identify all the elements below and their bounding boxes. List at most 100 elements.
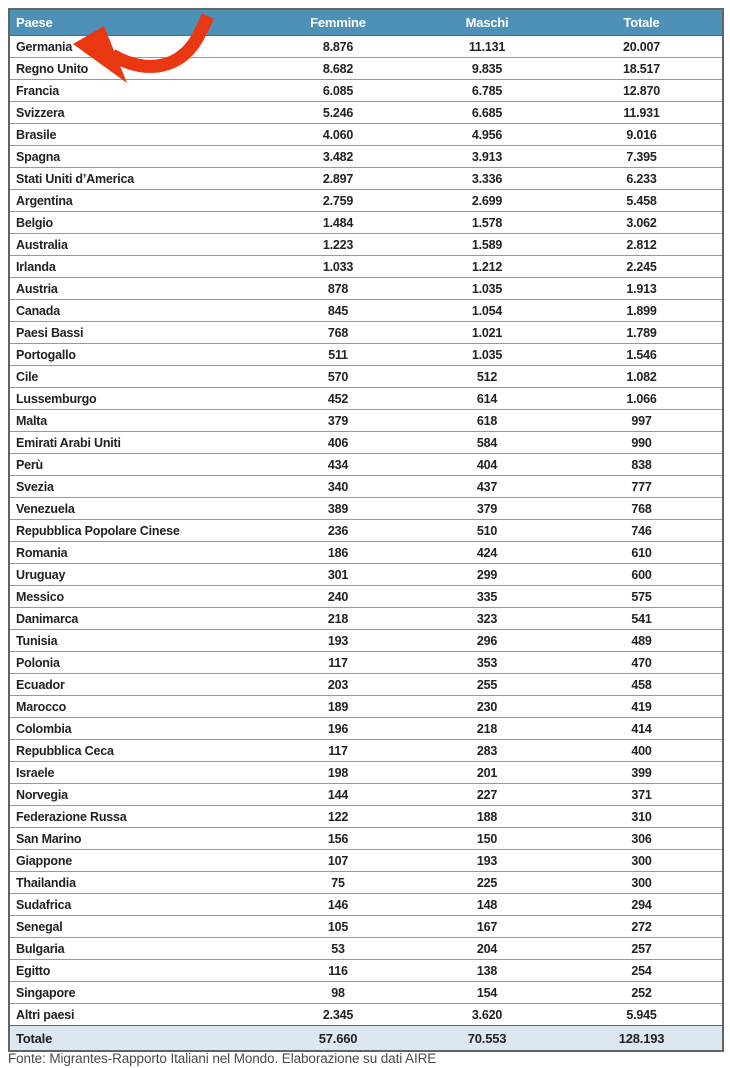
country-cell: Repubblica Popolare Cinese (9, 519, 263, 542)
maschi-cell: 150 (413, 827, 561, 850)
country-cell: Portogallo (9, 343, 263, 366)
totale-cell: 575 (561, 585, 723, 608)
maschi-cell: 230 (413, 695, 561, 718)
maschi-cell: 6.785 (413, 79, 561, 102)
maschi-cell: 188 (413, 805, 561, 828)
femmine-cell: 8.682 (263, 57, 413, 80)
femmine-cell: 198 (263, 761, 413, 784)
table-row: Bulgaria 53 204 257 (9, 937, 723, 960)
table-row: Egitto 116 138 254 (9, 959, 723, 982)
femmine-cell: 105 (263, 915, 413, 938)
totale-cell: 1.789 (561, 321, 723, 344)
maschi-cell: 1.589 (413, 233, 561, 256)
table-row: Regno Unito 8.682 9.835 18.517 (9, 57, 723, 80)
totale-cell: 1.913 (561, 277, 723, 300)
table-body: Germania 8.876 11.131 20.007 Regno Unito… (9, 35, 723, 1026)
maschi-cell: 1.035 (413, 343, 561, 366)
totale-cell: 489 (561, 629, 723, 652)
total-label-cell: Totale (9, 1025, 263, 1051)
country-cell: Svezia (9, 475, 263, 498)
country-cell: Stati Uniti d’America (9, 167, 263, 190)
total-femmine-cell: 57.660 (263, 1025, 413, 1051)
column-header-femmine: Femmine (263, 9, 413, 36)
totale-cell: 541 (561, 607, 723, 630)
femmine-cell: 4.060 (263, 123, 413, 146)
table-row: Austria 878 1.035 1.913 (9, 277, 723, 300)
maschi-cell: 225 (413, 871, 561, 894)
totale-cell: 1.546 (561, 343, 723, 366)
maschi-cell: 9.835 (413, 57, 561, 80)
table-row: Australia 1.223 1.589 2.812 (9, 233, 723, 256)
totale-cell: 300 (561, 871, 723, 894)
maschi-cell: 1.021 (413, 321, 561, 344)
maschi-cell: 255 (413, 673, 561, 696)
maschi-cell: 2.699 (413, 189, 561, 212)
totale-cell: 1.082 (561, 365, 723, 388)
femmine-cell: 193 (263, 629, 413, 652)
total-maschi-cell: 70.553 (413, 1025, 561, 1051)
country-cell: Germania (9, 35, 263, 58)
totale-cell: 272 (561, 915, 723, 938)
country-cell: Thailandia (9, 871, 263, 894)
country-cell: Uruguay (9, 563, 263, 586)
table-row: Svezia 340 437 777 (9, 475, 723, 498)
column-header-maschi: Maschi (413, 9, 561, 36)
femmine-cell: 2.759 (263, 189, 413, 212)
femmine-cell: 1.223 (263, 233, 413, 256)
table-row: Canada 845 1.054 1.899 (9, 299, 723, 322)
femmine-cell: 434 (263, 453, 413, 476)
femmine-cell: 3.482 (263, 145, 413, 168)
femmine-cell: 203 (263, 673, 413, 696)
country-cell: Lussemburgo (9, 387, 263, 410)
maschi-cell: 510 (413, 519, 561, 542)
emigration-table: Paese Femmine Maschi Totale Germania 8.8… (8, 8, 724, 1052)
country-cell: Romania (9, 541, 263, 564)
table-row: Marocco 189 230 419 (9, 695, 723, 718)
femmine-cell: 117 (263, 739, 413, 762)
table-row: Francia 6.085 6.785 12.870 (9, 79, 723, 102)
femmine-cell: 406 (263, 431, 413, 454)
table-row: Colombia 196 218 414 (9, 717, 723, 740)
femmine-cell: 116 (263, 959, 413, 982)
femmine-cell: 878 (263, 277, 413, 300)
table-row: Brasile 4.060 4.956 9.016 (9, 123, 723, 146)
column-header-paese: Paese (9, 9, 263, 36)
totale-cell: 997 (561, 409, 723, 432)
table-row: Svizzera 5.246 6.685 11.931 (9, 101, 723, 124)
totale-cell: 5.458 (561, 189, 723, 212)
femmine-cell: 452 (263, 387, 413, 410)
country-cell: Brasile (9, 123, 263, 146)
maschi-cell: 296 (413, 629, 561, 652)
country-cell: Irlanda (9, 255, 263, 278)
table-row: San Marino 156 150 306 (9, 827, 723, 850)
totale-cell: 294 (561, 893, 723, 916)
country-cell: Venezuela (9, 497, 263, 520)
totale-cell: 3.062 (561, 211, 723, 234)
table-row: Israele 198 201 399 (9, 761, 723, 784)
femmine-cell: 98 (263, 981, 413, 1004)
femmine-cell: 389 (263, 497, 413, 520)
femmine-cell: 218 (263, 607, 413, 630)
table-row: Paesi Bassi 768 1.021 1.789 (9, 321, 723, 344)
table-row: Repubblica Popolare Cinese 236 510 746 (9, 519, 723, 542)
maschi-cell: 353 (413, 651, 561, 674)
country-cell: Austria (9, 277, 263, 300)
country-cell: Australia (9, 233, 263, 256)
table-header-row: Paese Femmine Maschi Totale (9, 9, 723, 36)
total-totale-cell: 128.193 (561, 1025, 723, 1051)
totale-cell: 458 (561, 673, 723, 696)
totale-cell: 600 (561, 563, 723, 586)
table-row: Cile 570 512 1.082 (9, 365, 723, 388)
table-row: Emirati Arabi Uniti 406 584 990 (9, 431, 723, 454)
country-cell: Malta (9, 409, 263, 432)
femmine-cell: 8.876 (263, 35, 413, 58)
femmine-cell: 117 (263, 651, 413, 674)
totale-cell: 5.945 (561, 1003, 723, 1026)
maschi-cell: 335 (413, 585, 561, 608)
maschi-cell: 227 (413, 783, 561, 806)
maschi-cell: 512 (413, 365, 561, 388)
country-cell: Canada (9, 299, 263, 322)
country-cell: Svizzera (9, 101, 263, 124)
femmine-cell: 1.484 (263, 211, 413, 234)
